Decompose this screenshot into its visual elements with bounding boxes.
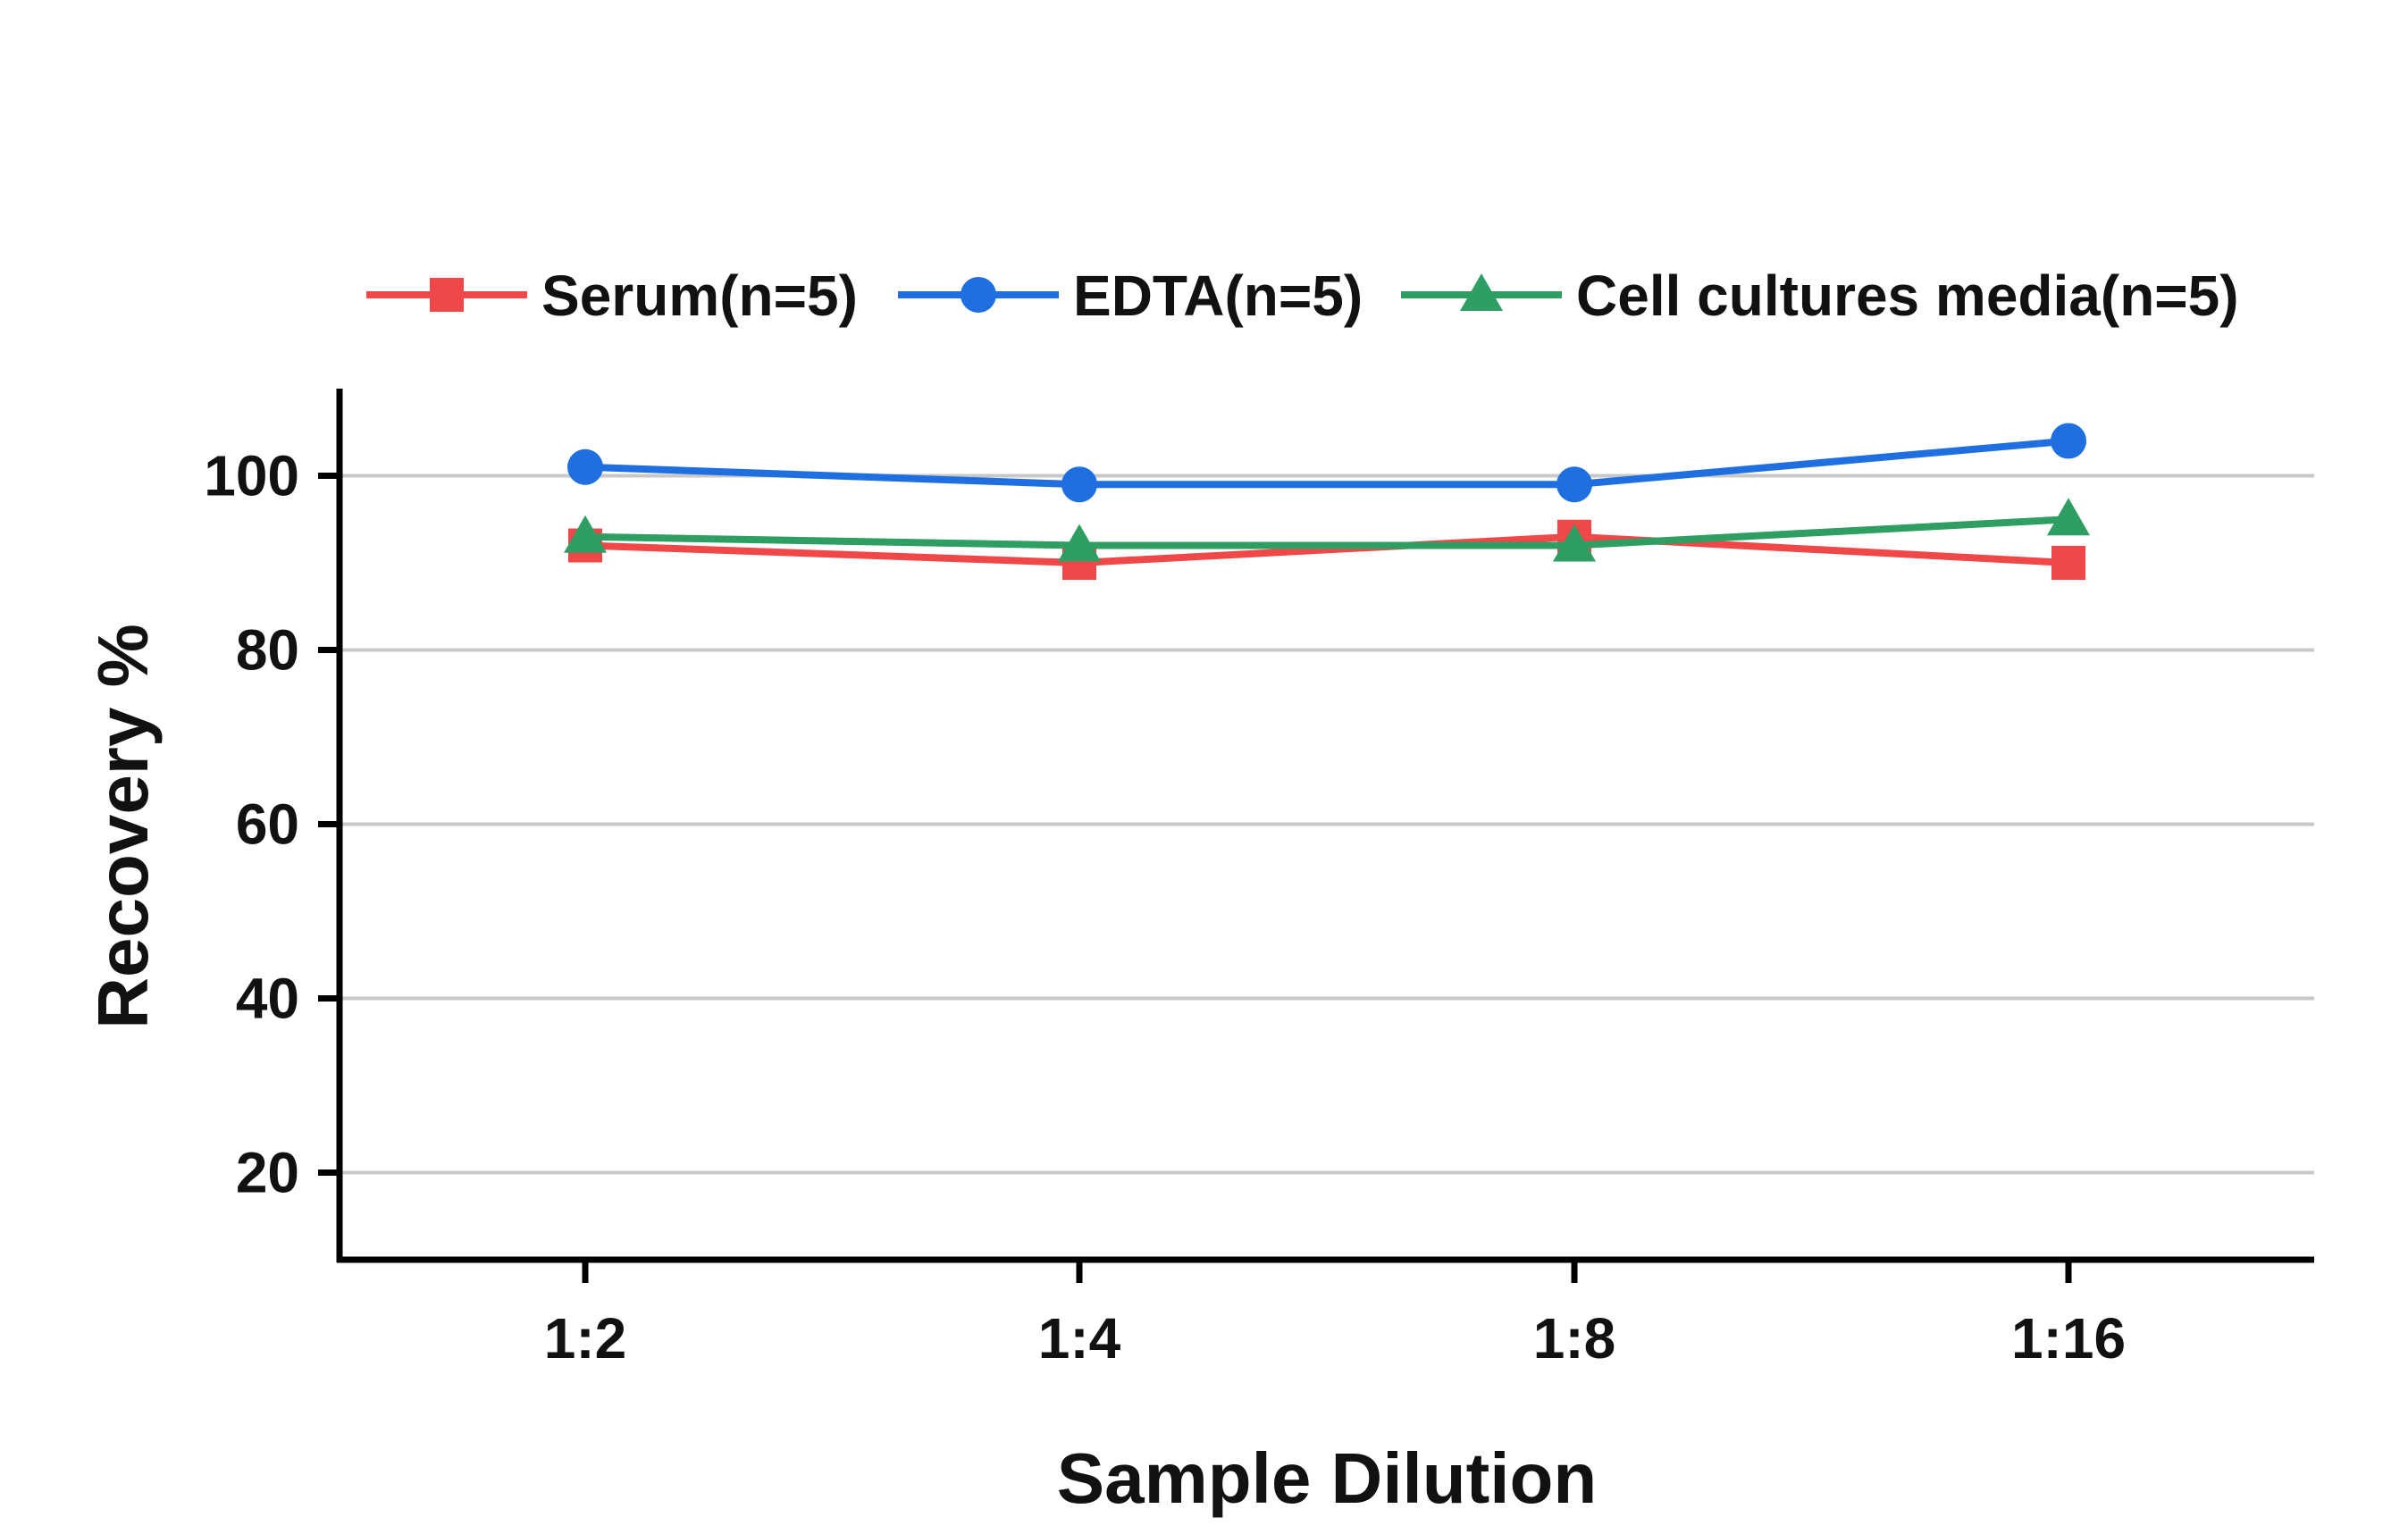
x-tick-label-1: 1:4 xyxy=(1038,1306,1121,1371)
legend-marker-2 xyxy=(1460,273,1503,311)
legend-marker-0 xyxy=(430,278,464,312)
point-1-2 xyxy=(1556,466,1592,503)
point-1-3 xyxy=(2051,423,2086,459)
point-1-1 xyxy=(1061,466,1097,503)
y-tick-label-2: 60 xyxy=(236,792,299,857)
x-tick-label-0: 1:2 xyxy=(544,1306,627,1371)
axes xyxy=(318,389,2314,1283)
series-line-0 xyxy=(584,532,2069,566)
legend-label-0: Serum(n=5) xyxy=(541,264,858,328)
series-line-2 xyxy=(584,516,2069,549)
point-2-0 xyxy=(564,515,607,553)
legend-marker-1 xyxy=(961,277,996,313)
point-1-0 xyxy=(567,448,603,485)
y-tick-label-0: 20 xyxy=(236,1141,299,1205)
point-0-3 xyxy=(2051,546,2085,580)
y-tick-label-4: 100 xyxy=(204,444,299,508)
series-layer xyxy=(564,423,2090,580)
x-axis-title: Sample Dilution xyxy=(1057,1438,1598,1518)
legend-item-2: Cell cultures media(n=5) xyxy=(1401,264,2239,328)
series-line-1 xyxy=(584,437,2069,489)
series-2 xyxy=(564,498,2090,562)
legend: Serum(n=5) EDTA(n=5) Cell cultures media(n… xyxy=(366,264,2239,328)
legend-item-1: EDTA(n=5) xyxy=(898,264,1363,328)
y-tick-label-1: 40 xyxy=(236,967,299,1031)
x-tick-label-3: 1:16 xyxy=(2011,1306,2126,1371)
point-2-2 xyxy=(1553,524,1596,562)
y-axis-title: Recovery % xyxy=(83,624,163,1029)
x-tick-label-2: 1:8 xyxy=(1533,1306,1616,1371)
y-tick-label-3: 80 xyxy=(236,618,299,683)
point-2-1 xyxy=(1058,524,1101,562)
series-1 xyxy=(567,423,2086,503)
tick-labels: 20 40 60 80 100 1:2 1:4 1:8 1:16 xyxy=(204,444,2126,1371)
point-2-3 xyxy=(2047,498,2090,536)
legend-item-0: Serum(n=5) xyxy=(366,264,858,328)
gridlines xyxy=(340,474,2314,1175)
legend-label-1: EDTA(n=5) xyxy=(1073,264,1363,328)
legend-label-2: Cell cultures media(n=5) xyxy=(1576,264,2239,328)
